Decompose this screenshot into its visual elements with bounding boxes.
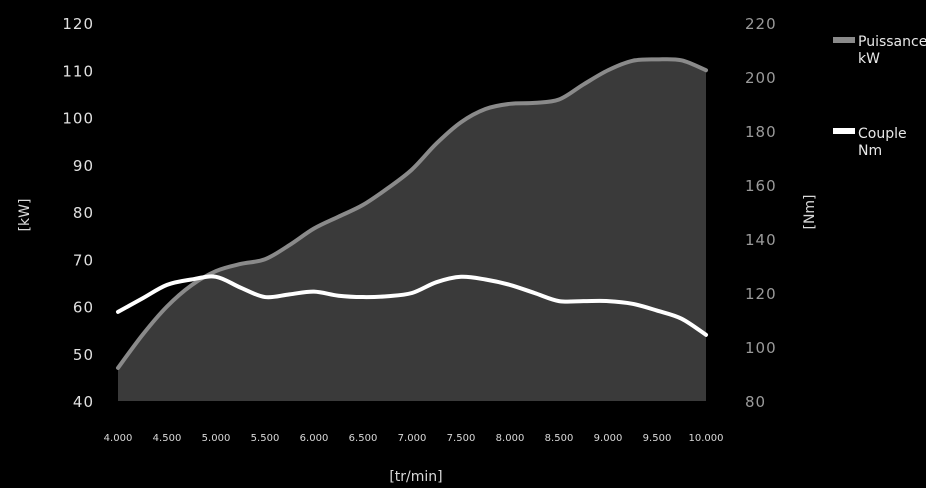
legend-label-puissance-line2: kW: [858, 51, 880, 67]
left-axis-ticks: 40 50 60 70 80 90 100 110 120: [62, 15, 94, 411]
x-tick-label: 5.000: [202, 433, 231, 444]
left-axis-label: [kW]: [17, 199, 33, 232]
series-lines: [116, 57, 708, 370]
x-tick-label: 9.500: [643, 433, 672, 444]
x-tick-label: 4.500: [153, 433, 182, 444]
x-tick-label: 8.000: [496, 433, 525, 444]
x-tick-label: 5.500: [251, 433, 280, 444]
x-tick-label: 6.000: [300, 433, 329, 444]
line-puissance: [116, 57, 708, 370]
right-axis-label: [Nm]: [802, 194, 818, 229]
legend-swatch-couple: [833, 128, 855, 134]
left-tick-label: 100: [62, 110, 94, 128]
x-tick-label: 7.500: [447, 433, 476, 444]
right-tick-label: 120: [745, 285, 777, 303]
left-tick-label: 60: [73, 299, 94, 317]
right-tick-label: 160: [745, 177, 777, 195]
left-tick-label: 120: [62, 15, 94, 33]
x-tick-label: 4.000: [104, 433, 133, 444]
legend: Puissance kW Couple Nm: [833, 34, 926, 159]
left-tick-label: 40: [73, 393, 94, 411]
right-axis-ticks: 80 100 120 140 160 180 200 220: [745, 15, 777, 411]
x-tick-label: 6.500: [349, 433, 378, 444]
power-area-fill: [118, 59, 706, 401]
legend-label-couple-line2: Nm: [858, 143, 882, 159]
right-tick-label: 180: [745, 123, 777, 141]
x-axis-ticks: 4.000 4.500 5.000 5.500 6.000 6.500 7.000 7.500…: [104, 433, 724, 444]
x-tick-label: 10.000: [689, 433, 724, 444]
right-tick-label: 80: [745, 393, 766, 411]
right-tick-label: 140: [745, 231, 777, 249]
legend-swatch-puissance: [833, 37, 855, 43]
legend-label-couple-line1: Couple: [858, 126, 907, 142]
right-tick-label: 100: [745, 339, 777, 357]
right-tick-label: 220: [745, 15, 777, 33]
left-tick-label: 110: [62, 62, 94, 80]
left-tick-label: 80: [73, 204, 94, 222]
x-tick-label: 9.000: [594, 433, 623, 444]
x-axis-label: [tr/min]: [389, 469, 442, 485]
area-puissance: [118, 59, 706, 401]
x-tick-label: 8.500: [545, 433, 574, 444]
left-tick-label: 70: [73, 251, 94, 269]
left-tick-label: 50: [73, 346, 94, 364]
line-couple: [116, 274, 708, 337]
legend-label-puissance-line1: Puissance: [858, 34, 926, 50]
left-tick-label: 90: [73, 157, 94, 175]
right-tick-label: 200: [745, 69, 777, 87]
x-tick-label: 7.000: [398, 433, 427, 444]
